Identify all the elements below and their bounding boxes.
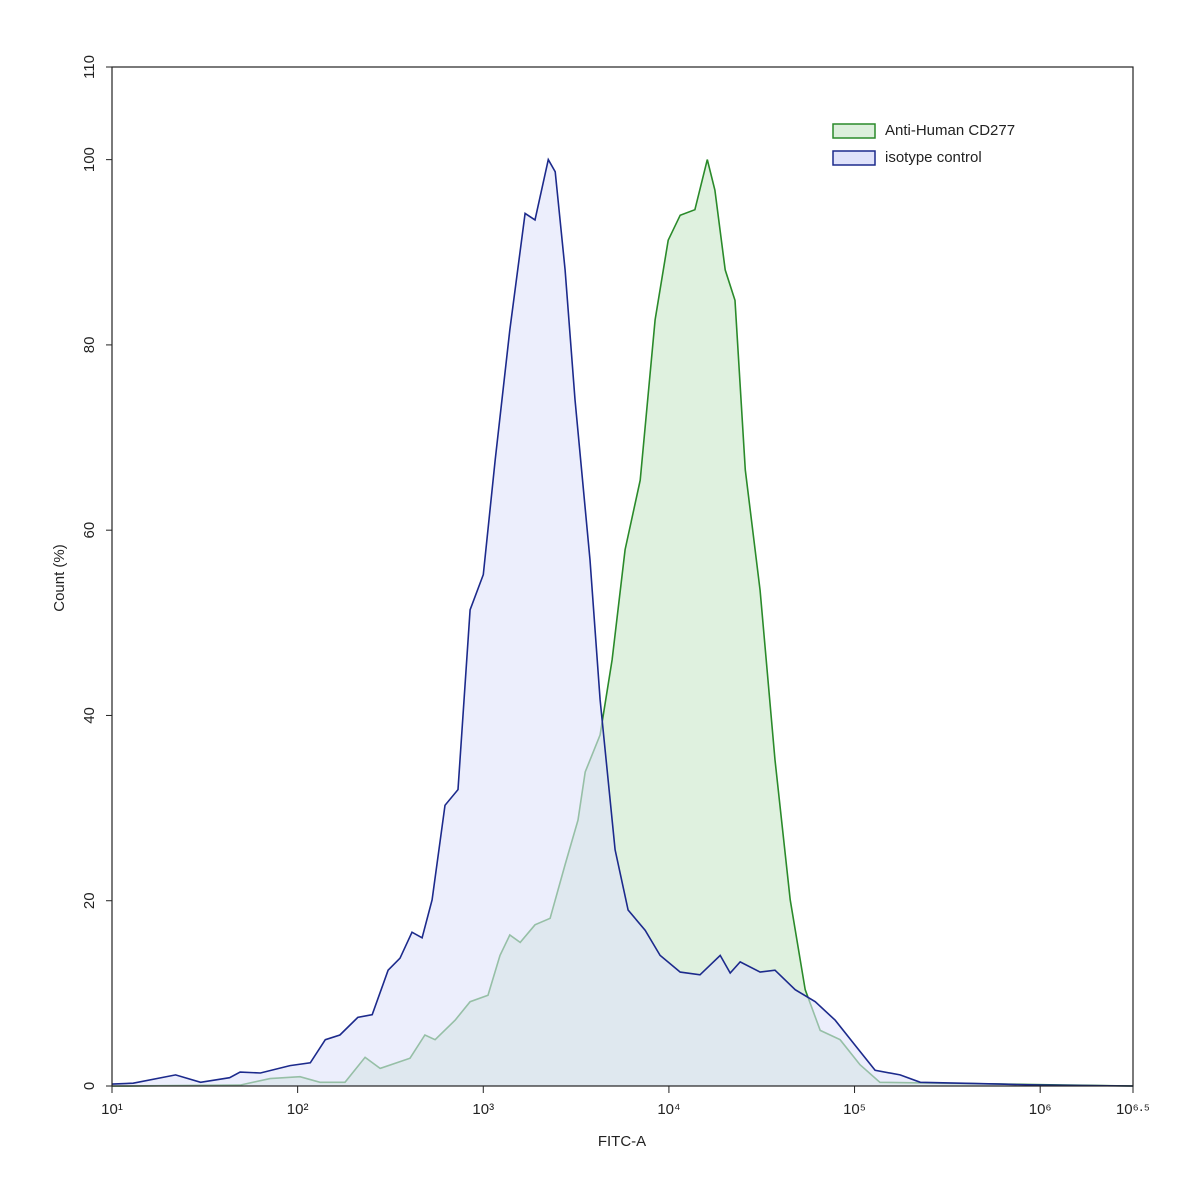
x-tick-label: 10⁶·⁵ (1116, 1101, 1150, 1118)
y-tick-label: 0 (81, 1082, 98, 1090)
y-axis-label: Count (%) (51, 544, 68, 612)
x-tick-label: 10⁵ (843, 1101, 866, 1118)
area-fill (112, 159, 1133, 1087)
x-tick-label: 10² (287, 1101, 309, 1118)
x-tick-label: 10¹ (101, 1101, 123, 1118)
legend-label: Anti-Human CD277 (885, 122, 1015, 139)
legend-swatch (832, 123, 876, 139)
x-tick-label: 10³ (472, 1101, 494, 1118)
legend-label: isotype control (885, 149, 982, 166)
y-tick-label: 80 (81, 337, 98, 354)
y-tick-label: 110 (81, 55, 98, 79)
x-tick-label: 10⁶ (1029, 1101, 1052, 1118)
y-tick-label: 60 (81, 522, 98, 539)
area-fill (112, 159, 1133, 1087)
plot-frame (111, 66, 1134, 1087)
y-tick-label: 20 (81, 892, 98, 909)
series-line (111, 157, 1134, 1087)
y-tick-label: 40 (81, 707, 98, 724)
x-tick-label: 10⁴ (657, 1101, 680, 1118)
y-tick-label: 100 (81, 147, 98, 172)
x-axis-label: FITC-A (598, 1133, 646, 1150)
legend-swatch (832, 150, 876, 166)
